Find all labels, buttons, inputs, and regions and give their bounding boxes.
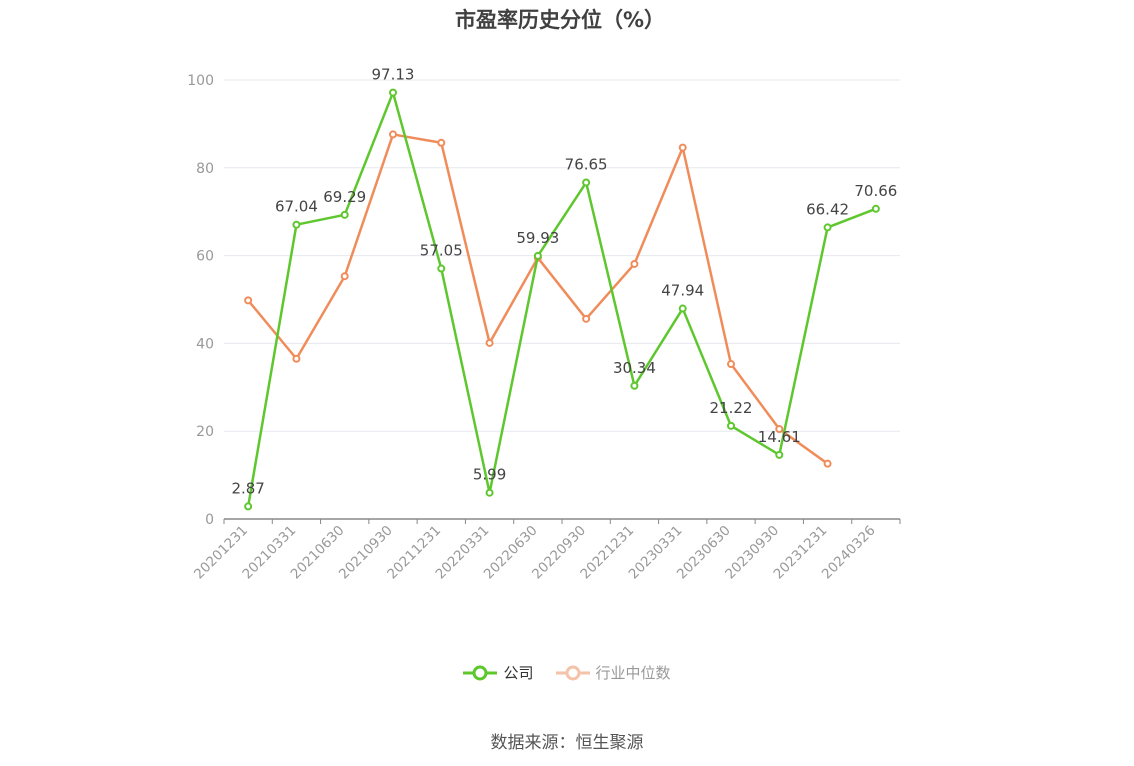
series-line-company (246, 91, 877, 507)
data-labels: 2.87 67.04 69.29 97.13 57.05 5.99 59.93 76.65 30… (231, 66, 897, 498)
company-point (340, 210, 349, 219)
industry-point (485, 338, 494, 347)
legend-industry-label: 行业中位数 (595, 664, 671, 682)
company-point (871, 204, 880, 213)
industry-point (389, 130, 397, 139)
company-point (533, 251, 542, 260)
company-point (485, 488, 494, 497)
legend-company-label: 公司 (503, 664, 534, 682)
y-tick-label-60: 60 (196, 249, 214, 265)
axes: 0204060801002020123120210331202106302021… (187, 73, 901, 582)
company-point (727, 421, 735, 430)
company-point (630, 381, 639, 390)
company-data-label: 47.94 (661, 282, 704, 300)
legend-item-industry[interactable]: 行业中位数 (555, 662, 671, 683)
company-data-label: 14.61 (758, 428, 801, 446)
gridlines (224, 79, 900, 432)
chart-title: 市盈率历史分位（%） (454, 8, 666, 32)
company-data-label: 76.65 (565, 156, 608, 174)
industry-point (340, 272, 349, 281)
company-data-label: 21.22 (710, 399, 753, 417)
company-data-label: 5.99 (473, 466, 506, 484)
industry-point (437, 138, 446, 147)
y-tick-label-40: 40 (196, 336, 214, 352)
industry-point (582, 314, 591, 323)
company-data-label: 57.05 (420, 242, 463, 260)
industry-point (292, 354, 301, 363)
industry-point (823, 459, 832, 468)
legend-item-company[interactable]: 公司 (463, 662, 534, 683)
company-data-label: 70.66 (854, 182, 897, 200)
company-data-label: 2.87 (231, 479, 264, 497)
company-data-label: 67.04 (275, 198, 318, 216)
company-point (678, 304, 687, 313)
company-point (292, 220, 301, 229)
y-tick-label-20: 20 (196, 424, 214, 440)
company-point (582, 178, 591, 187)
company-data-label: 30.34 (613, 359, 656, 377)
industry-point (678, 143, 687, 152)
legend-industry-icon (555, 665, 590, 680)
company-point (775, 450, 784, 459)
company-data-label: 97.13 (372, 66, 415, 84)
company-data-label: 69.29 (323, 188, 366, 206)
industry-point (775, 425, 784, 434)
legend: 公司 行业中位数 (0, 662, 1134, 683)
industry-point (244, 296, 253, 305)
company-data-label: 59.93 (516, 229, 559, 247)
company-point (823, 223, 832, 232)
company-point (437, 264, 446, 273)
y-tick-label-0: 0 (205, 512, 214, 528)
legend-company-icon (463, 665, 498, 680)
data-source: 数据来源：恒生聚源 (490, 733, 644, 753)
industry-point (630, 259, 639, 268)
series (244, 88, 880, 511)
y-tick-label-80: 80 (196, 161, 214, 177)
y-tick-label-100: 100 (187, 73, 214, 89)
company-point (244, 502, 253, 511)
company-data-label: 66.42 (806, 200, 849, 218)
company-point (389, 88, 397, 97)
industry-point (727, 360, 735, 369)
